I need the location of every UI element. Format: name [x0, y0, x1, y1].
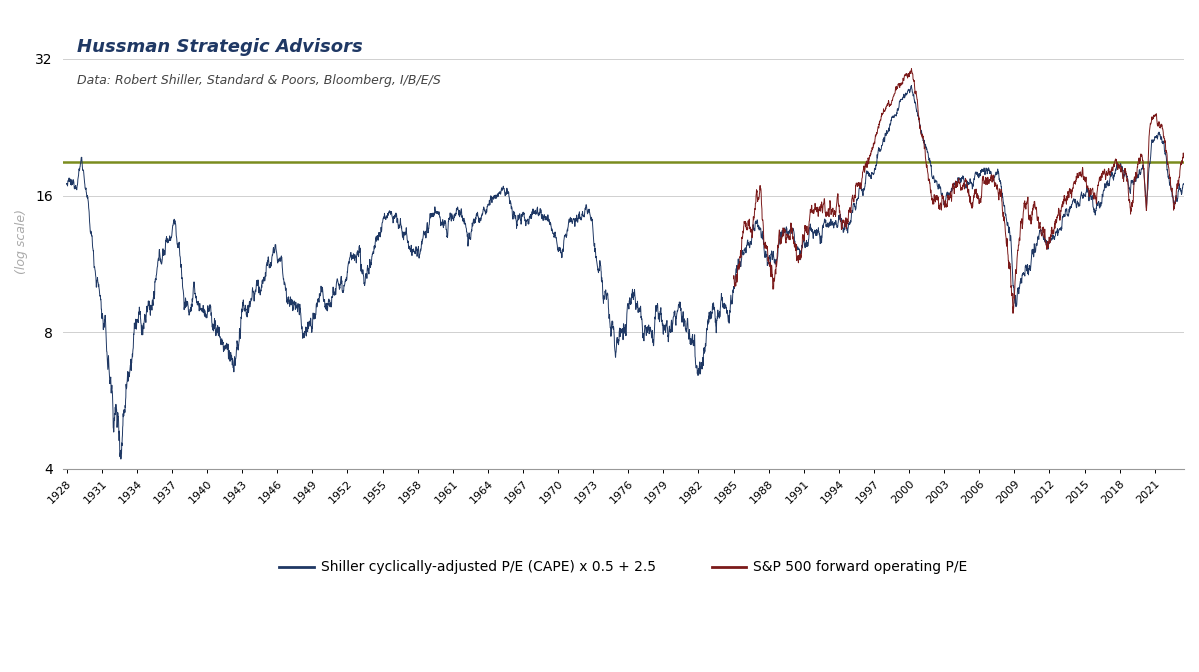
Text: Hussman Strategic Advisors: Hussman Strategic Advisors — [77, 38, 362, 56]
Text: Data: Robert Shiller, Standard & Poors, Bloomberg, I/B/E/S: Data: Robert Shiller, Standard & Poors, … — [77, 74, 440, 87]
Y-axis label: (log scale): (log scale) — [16, 210, 28, 274]
Legend: Shiller cyclically-adjusted P/E (CAPE) x 0.5 + 2.5, S&P 500 forward operating P/: Shiller cyclically-adjusted P/E (CAPE) x… — [273, 555, 974, 580]
